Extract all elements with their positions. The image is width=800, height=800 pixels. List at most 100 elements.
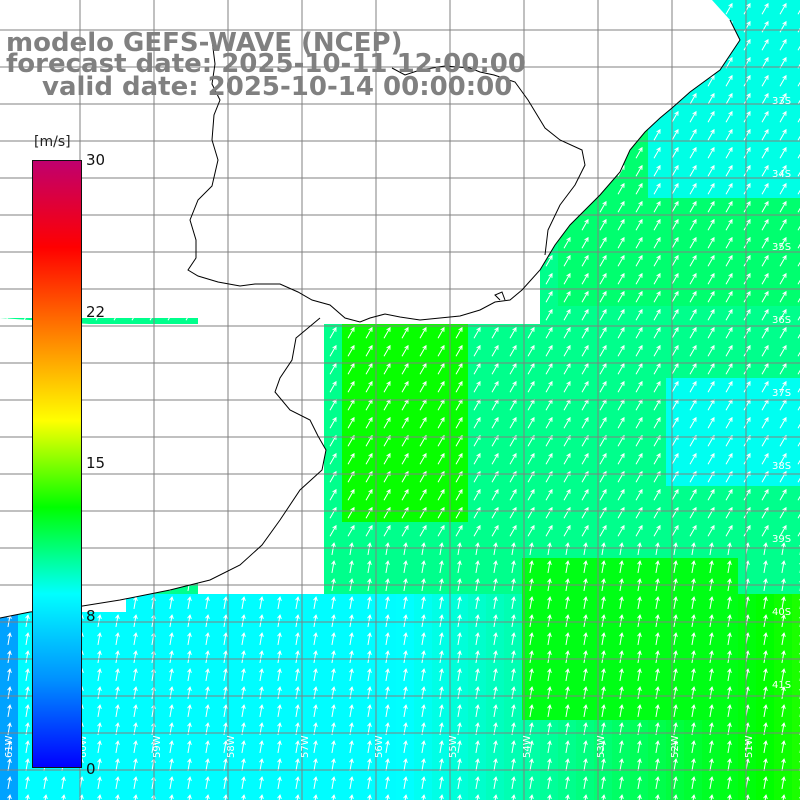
wind-arrow (115, 614, 120, 627)
wind-arrow (455, 344, 463, 357)
wind-arrow (493, 650, 498, 663)
wind-arrow (527, 506, 535, 519)
wind-arrow (689, 326, 697, 339)
wind-arrow (707, 200, 715, 213)
wind-arrow (583, 650, 588, 663)
wind-arrow (671, 128, 679, 141)
wind-arrow (385, 614, 390, 627)
wind-arrow (797, 369, 800, 375)
wind-arrow (509, 326, 517, 339)
wind-arrow (725, 200, 733, 213)
wind-arrow (295, 614, 300, 627)
wind-arrow (779, 38, 787, 51)
wind-speed-cell (792, 180, 800, 198)
lat-label: 33S (772, 96, 791, 107)
wind-arrow (725, 146, 733, 159)
wind-arrow (779, 488, 787, 501)
wind-arrow (763, 542, 768, 555)
wind-arrow (223, 596, 228, 609)
wind-arrow (475, 560, 480, 573)
wind-arrow (349, 632, 354, 645)
wind-arrow (205, 794, 210, 800)
wind-arrow (115, 686, 120, 699)
wind-arrow (671, 146, 679, 159)
wind-arrow (797, 225, 800, 231)
wind-arrow (691, 560, 696, 573)
wind-arrow (493, 740, 498, 753)
wind-arrow (527, 344, 535, 357)
wind-speed-cell (792, 54, 800, 72)
wind-arrow (635, 362, 643, 375)
wind-arrow (493, 758, 498, 771)
wind-arrow (115, 776, 120, 789)
wind-arrow (583, 758, 588, 771)
wind-arrow (691, 776, 696, 789)
wind-arrow (599, 200, 607, 213)
lon-label: 57W (300, 735, 311, 758)
wind-arrow (439, 758, 444, 771)
wind-arrow (673, 560, 678, 573)
wind-arrow (617, 200, 625, 213)
wind-arrow (545, 416, 553, 429)
wind-arrow (635, 308, 643, 321)
wind-arrow (653, 200, 661, 213)
wind-arrow (7, 686, 12, 699)
wind-arrow (473, 362, 481, 375)
colorbar-units: [m/s] (34, 134, 71, 150)
wind-arrow (277, 740, 282, 753)
wind-arrow (797, 495, 800, 501)
wind-speed-cell (792, 720, 800, 738)
wind-arrow (727, 560, 732, 573)
wind-arrow (581, 506, 589, 519)
wind-arrow (725, 218, 733, 231)
wind-arrow (259, 632, 264, 645)
wind-arrow (563, 326, 571, 339)
wind-arrow (349, 794, 354, 800)
wind-arrow (25, 794, 30, 800)
wind-arrow (707, 128, 715, 141)
wind-arrow (365, 506, 373, 519)
wind-arrow (725, 308, 733, 321)
wind-arrow (97, 632, 102, 645)
wind-arrow (779, 362, 787, 375)
wind-arrow (797, 477, 800, 483)
wind-arrow (727, 794, 732, 800)
wind-arrow (779, 506, 787, 519)
wind-arrow (655, 776, 660, 789)
wind-arrow (689, 308, 697, 321)
wind-speed-cell (792, 234, 800, 252)
wind-arrow (583, 560, 588, 573)
wind-arrow (707, 92, 715, 105)
wind-arrow (671, 524, 679, 537)
wind-arrow (689, 218, 697, 231)
wind-arrow (601, 632, 606, 645)
wind-arrow (599, 272, 607, 285)
wind-arrow (689, 128, 697, 141)
wind-arrow (439, 740, 444, 753)
wind-arrow (565, 560, 570, 573)
wind-arrow (655, 614, 660, 627)
wind-arrow (455, 524, 463, 537)
wind-arrow (635, 290, 643, 303)
wind-arrow (545, 308, 553, 321)
wind-arrow (761, 254, 769, 267)
wind-arrow (691, 632, 696, 645)
wind-arrow (617, 236, 625, 249)
wind-arrow (691, 668, 696, 681)
wind-arrow (671, 200, 679, 213)
wind-arrow (635, 488, 643, 501)
wind-arrow (653, 506, 661, 519)
wind-arrow (25, 650, 30, 663)
wind-arrow (529, 542, 534, 555)
wind-arrow (439, 794, 444, 800)
wind-arrow (511, 560, 516, 573)
wind-arrow (563, 254, 571, 267)
wind-arrow (457, 596, 462, 609)
wind-arrow (707, 254, 715, 267)
wind-arrow (545, 326, 553, 339)
wind-arrow (383, 524, 391, 537)
wind-arrow (331, 614, 336, 627)
wind-arrow (763, 686, 768, 699)
wind-arrow (313, 614, 318, 627)
wind-arrow (655, 758, 660, 771)
